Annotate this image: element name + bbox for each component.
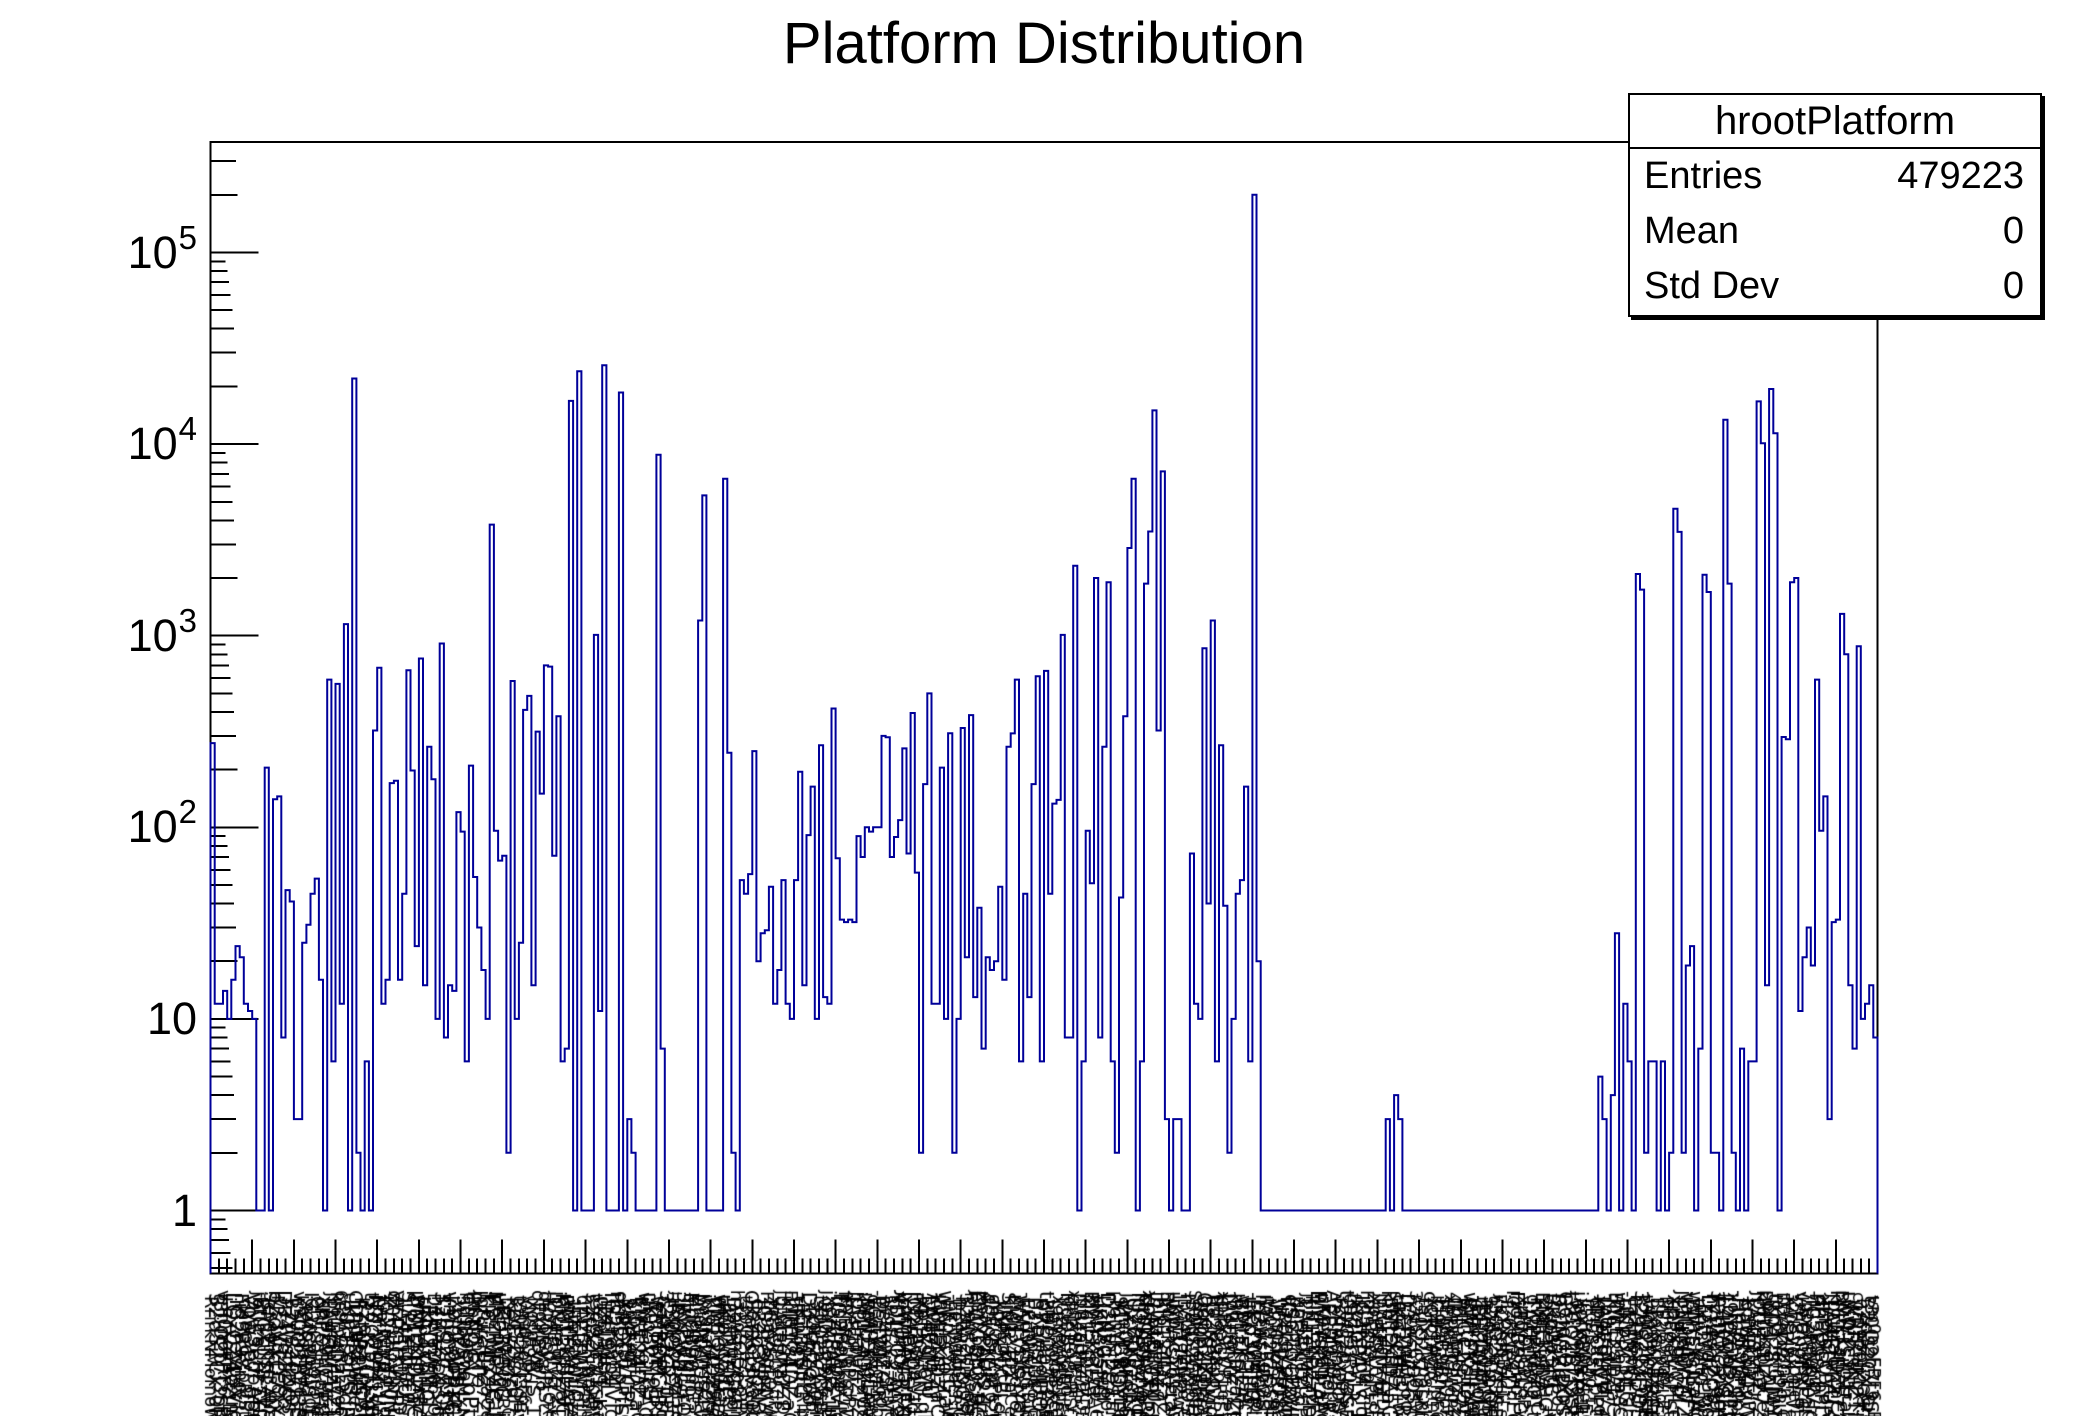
stats-value-mean: 0: [2002, 210, 2024, 252]
stats-row-entries: Entries 479223: [1630, 149, 2040, 204]
stats-value-stddev: 0: [2002, 265, 2024, 307]
stats-box-title: hrootPlatform: [1630, 95, 2040, 149]
y-axis-tick-label: 10: [146, 992, 197, 1044]
stats-label-mean: Mean: [1644, 210, 1740, 252]
stats-box: hrootPlatform Entries 479223 Mean 0 Std …: [1628, 93, 2042, 317]
stats-value-entries: 479223: [1897, 155, 2024, 197]
y-axis-tick-label: 103: [127, 601, 197, 661]
y-axis-tick-label: 105: [127, 218, 197, 278]
y-axis-tick-label: 102: [127, 793, 197, 853]
y-axis-tick-label: 104: [127, 410, 197, 470]
stats-label-stddev: Std Dev: [1644, 265, 1780, 307]
stats-row-mean: Mean 0: [1630, 204, 2040, 259]
stats-row-stddev: Std Dev 0: [1630, 259, 2040, 314]
y-axis-tick-label: 1: [171, 1184, 197, 1236]
stats-label-entries: Entries: [1644, 155, 1763, 197]
